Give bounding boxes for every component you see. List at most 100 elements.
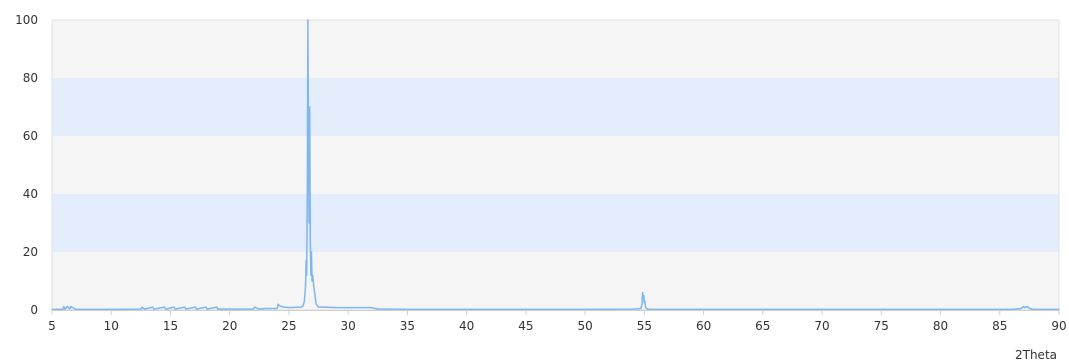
data-point: [281, 305, 283, 308]
x-tick-label: 75: [874, 319, 889, 333]
data-point: [466, 308, 468, 311]
data-point: [70, 305, 72, 308]
x-tick-label: 5: [48, 319, 56, 333]
data-point: [1011, 308, 1013, 311]
data-point: [174, 308, 176, 310]
data-point: [314, 294, 316, 297]
data-point: [406, 308, 409, 311]
data-point: [163, 306, 166, 308]
data-point: [303, 300, 305, 302]
data-point: [371, 307, 373, 309]
plot-area: [51, 19, 1060, 311]
x-tick-label: 70: [814, 319, 829, 333]
y-tick-label: 60: [23, 129, 38, 143]
data-point: [383, 308, 385, 310]
data-point: [302, 305, 304, 307]
data-point: [153, 308, 155, 310]
grid-bands: [51, 19, 1060, 311]
x-tick-label: 45: [518, 319, 533, 333]
data-point: [310, 274, 312, 276]
data-point: [641, 292, 644, 294]
data-point: [62, 308, 64, 311]
data-point: [300, 306, 302, 308]
data-point: [359, 307, 361, 309]
data-point: [643, 294, 645, 297]
data-point: [702, 308, 705, 311]
data-point: [643, 302, 645, 304]
data-point: [313, 286, 315, 288]
data-point: [141, 306, 143, 308]
y-tick-label: 40: [23, 187, 38, 201]
data-point: [258, 308, 260, 310]
x-axis: 5 10 15 20 25 30 35 40 45 50 55 60 65 70 75 80 85 90: [48, 310, 1067, 333]
data-point: [1020, 307, 1022, 310]
data-point: [394, 308, 397, 310]
data-point: [184, 306, 186, 308]
data-point: [1022, 305, 1025, 308]
x-tick-label: 55: [637, 319, 652, 333]
data-point: [69, 308, 71, 310]
data-point: [264, 307, 266, 310]
data-point: [631, 308, 634, 310]
data-point: [640, 307, 642, 310]
data-point: [939, 308, 942, 311]
x-tick-label: 15: [163, 319, 178, 333]
x-tick-label: 90: [1051, 319, 1066, 333]
data-point: [283, 306, 285, 308]
data-point: [1028, 307, 1030, 309]
data-point: [1026, 305, 1028, 308]
data-point: [1058, 308, 1060, 311]
data-point: [1034, 308, 1036, 311]
data-point: [377, 308, 379, 310]
data-point: [143, 308, 146, 310]
y-tick-label: 0: [30, 303, 38, 317]
data-point: [308, 222, 310, 224]
x-tick-label: 65: [755, 319, 770, 333]
data-point: [1031, 308, 1033, 310]
data-point: [315, 303, 317, 305]
data-point: [51, 308, 53, 311]
data-point: [647, 308, 649, 310]
y-tick-label: 20: [23, 245, 38, 259]
y-tick-label: 80: [23, 71, 38, 85]
data-point: [194, 306, 196, 308]
grid-band: [52, 252, 1059, 310]
x-tick-label: 35: [400, 319, 415, 333]
data-point: [1024, 307, 1026, 309]
data-point: [217, 308, 219, 310]
data-point: [206, 308, 208, 310]
data-point: [642, 299, 644, 301]
data-point: [307, 19, 309, 21]
data-point: [205, 306, 207, 308]
x-axis-title: 2Theta: [1015, 348, 1057, 362]
data-point: [644, 306, 647, 308]
data-point: [165, 308, 167, 310]
data-point: [216, 306, 218, 308]
data-point: [306, 193, 308, 195]
x-tick-label: 60: [696, 319, 711, 333]
data-point: [75, 308, 77, 311]
data-point: [304, 286, 307, 288]
data-point: [821, 308, 823, 311]
data-point: [185, 308, 187, 310]
data-point: [310, 251, 313, 253]
data-point: [277, 303, 279, 305]
y-tick-label: 100: [15, 13, 38, 27]
x-tick-label: 25: [281, 319, 296, 333]
data-point: [110, 308, 112, 311]
data-point: [173, 306, 175, 308]
data-point: [641, 303, 643, 305]
data-point: [305, 260, 307, 262]
data-point: [312, 274, 314, 276]
data-point: [278, 305, 281, 307]
data-point: [140, 308, 142, 310]
data-point: [311, 280, 313, 282]
data-point: [306, 274, 308, 276]
x-tick-label: 40: [459, 319, 474, 333]
grid-band: [52, 194, 1059, 252]
data-point: [240, 308, 243, 310]
x-tick-label: 80: [933, 319, 948, 333]
data-point: [309, 106, 311, 108]
data-point: [64, 308, 66, 310]
